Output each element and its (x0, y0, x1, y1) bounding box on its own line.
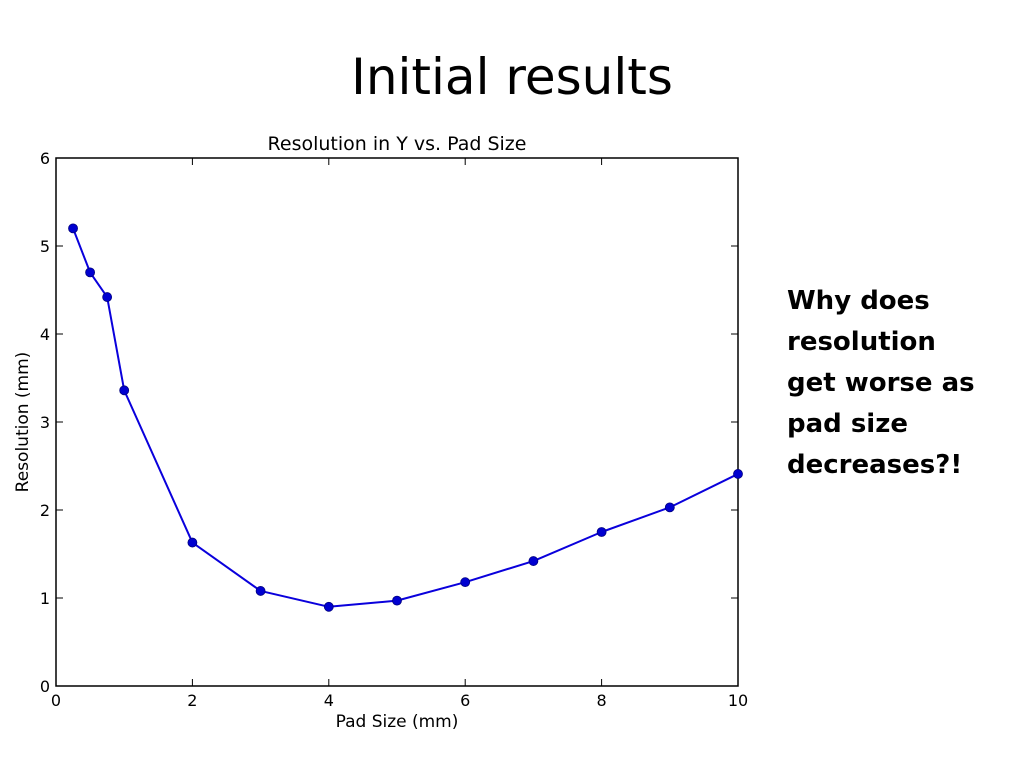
plot-frame (55, 157, 739, 687)
data-point (102, 292, 113, 302)
data-point (68, 223, 78, 234)
data-point (392, 595, 402, 606)
y-tick-label: 4 (40, 325, 50, 344)
note-line: resolution (787, 327, 936, 357)
x-tick-label: 10 (728, 691, 748, 710)
x-tick-label: 8 (597, 691, 607, 710)
y-tick-label: 1 (40, 589, 50, 608)
note-line: decreases?! (787, 450, 963, 480)
data-point (187, 537, 198, 548)
data-point (528, 556, 539, 566)
x-axis-label: Pad Size (mm) (336, 712, 459, 732)
series-line (72, 228, 739, 608)
x-tick-label: 6 (460, 691, 470, 710)
data-point (85, 267, 95, 278)
plot-area: 0 2 4 6 8 10 0 1 2 3 4 5 6 (40, 149, 748, 710)
data-point (255, 586, 266, 596)
x-tick-label: 0 (51, 691, 61, 710)
data-point (664, 502, 675, 513)
data-point (596, 527, 607, 537)
y-tick-label: 0 (40, 677, 50, 696)
note-line: pad size (787, 409, 908, 439)
chart-title: Resolution in Y vs. Pad Size (268, 133, 527, 155)
data-point (119, 385, 130, 396)
x-tick-label: 4 (324, 691, 334, 710)
side-note: Why does resolution get worse as pad siz… (787, 281, 1007, 486)
data-point (323, 601, 334, 612)
y-tick-label: 3 (40, 413, 50, 432)
data-point (460, 577, 471, 588)
data-point (733, 469, 743, 479)
y-tick-label: 2 (40, 501, 50, 520)
y-tick-label: 6 (40, 149, 50, 168)
x-tick-label: 2 (187, 691, 197, 710)
slide-title: Initial results (351, 48, 673, 106)
note-line: Why does (787, 286, 930, 316)
y-tick-label: 5 (40, 237, 50, 256)
note-line: get worse as (787, 368, 975, 398)
y-axis-label: Resolution (mm) (13, 352, 33, 493)
